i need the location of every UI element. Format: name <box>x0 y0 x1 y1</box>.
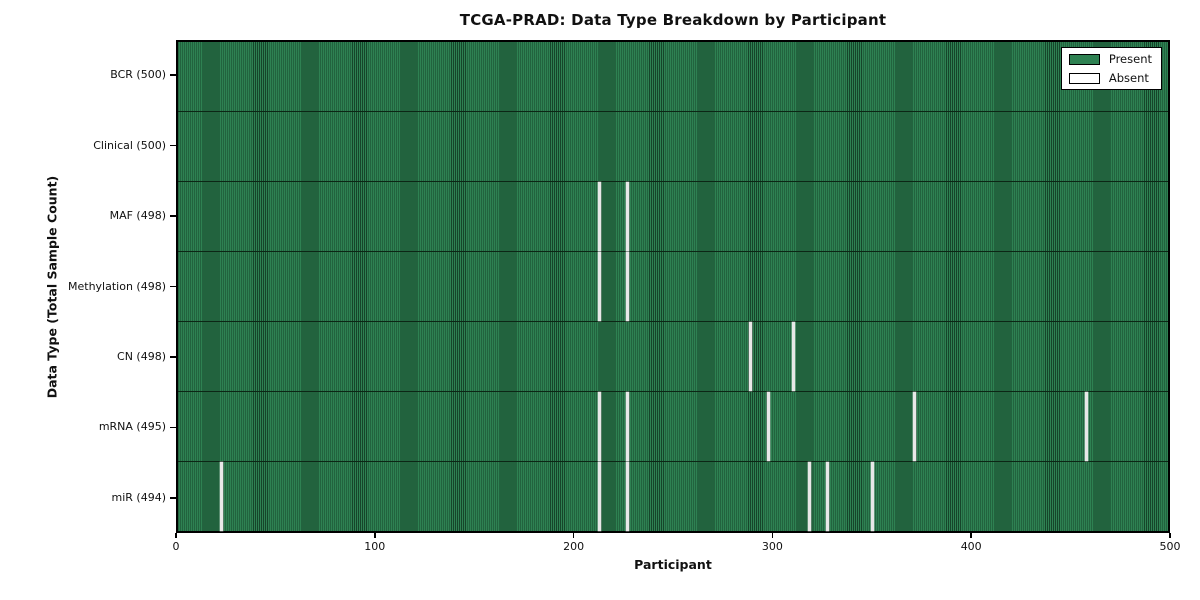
x-tick-mark <box>970 533 972 538</box>
row-label-bcr: BCR (500) <box>110 68 166 82</box>
y-tick-mark <box>170 74 176 76</box>
x-axis-label: Participant <box>634 557 712 572</box>
x-tick-label: 200 <box>563 540 585 553</box>
absent-marker <box>220 462 224 531</box>
absent-marker <box>598 182 602 251</box>
row-label-clinical: Clinical (500) <box>93 138 166 152</box>
row-label-mir: miR (494) <box>111 490 167 504</box>
absent-marker <box>598 392 602 461</box>
legend-swatch-absent <box>1068 72 1100 84</box>
absent-marker <box>748 322 752 391</box>
heatmap-rows <box>178 42 1168 531</box>
chart-title: TCGA-PRAD: Data Type Breakdown by Partic… <box>459 11 887 29</box>
row-label-maf: MAF (498) <box>109 209 166 223</box>
x-tick-mark <box>572 533 575 538</box>
absent-marker <box>598 462 602 531</box>
legend: Present Absent <box>1060 47 1162 90</box>
plot-area: Present Absent <box>176 40 1170 533</box>
legend-entry-present: Present <box>1068 52 1152 66</box>
y-tick-mark <box>170 144 176 147</box>
x-tick-label: 500 <box>1159 540 1181 553</box>
legend-swatch-present <box>1068 53 1100 65</box>
absent-marker <box>913 392 917 461</box>
absent-marker <box>808 462 812 531</box>
heatmap-row-methylation <box>178 252 1168 322</box>
y-tick-mark <box>170 356 176 358</box>
legend-label: Present <box>1108 52 1152 66</box>
absent-marker <box>625 462 629 531</box>
row-label-methylation: Methylation (498) <box>68 279 166 293</box>
row-label-cn: CN (498) <box>117 349 166 363</box>
heatmap-row-bcr <box>178 42 1168 112</box>
absent-marker <box>766 392 770 461</box>
x-tick-mark <box>771 533 774 538</box>
x-tick-label: 400 <box>960 540 982 553</box>
legend-label: Absent <box>1108 71 1149 85</box>
x-tick-mark <box>175 533 177 538</box>
y-tick-mark <box>170 426 176 429</box>
y-tick-mark <box>170 285 176 288</box>
absent-marker <box>1085 392 1089 461</box>
x-tick-label: 100 <box>364 540 386 553</box>
heatmap-row-maf <box>178 182 1168 252</box>
heatmap-row-clinical <box>178 112 1168 182</box>
absent-marker <box>825 462 829 531</box>
absent-marker <box>792 322 796 391</box>
x-tick-label: 0 <box>172 540 180 553</box>
heatmap-row-cn <box>178 322 1168 392</box>
y-tick-mark <box>170 215 176 217</box>
absent-marker <box>871 462 875 531</box>
heatmap-row-mir <box>178 462 1168 531</box>
x-tick-label: 300 <box>761 540 783 553</box>
y-tick-mark <box>170 497 176 499</box>
x-tick-mark <box>374 533 376 538</box>
absent-marker <box>598 252 602 321</box>
absent-marker <box>625 182 629 251</box>
legend-entry-absent: Absent <box>1068 71 1152 85</box>
row-label-mrna: mRNA (495) <box>98 420 166 434</box>
x-tick-mark <box>1169 533 1171 538</box>
absent-marker <box>625 392 629 461</box>
absent-marker <box>625 252 629 321</box>
heatmap-row-mrna <box>178 392 1168 462</box>
